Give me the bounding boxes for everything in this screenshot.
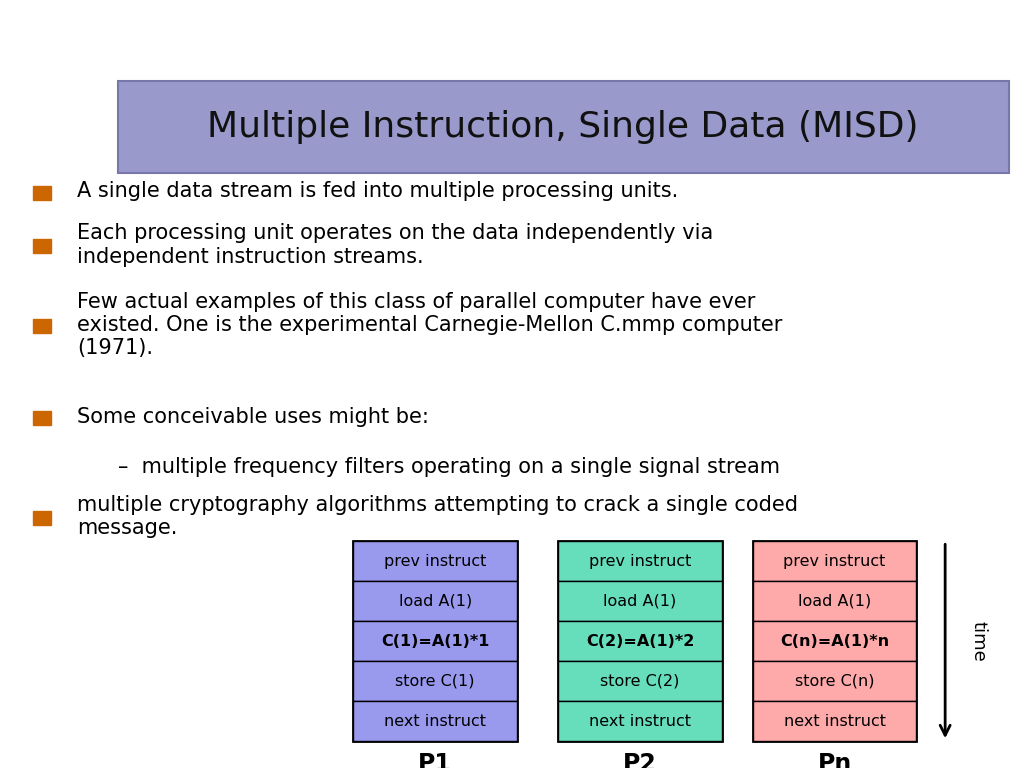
Text: C(n)=A(1)*n: C(n)=A(1)*n [780,634,889,649]
Bar [558,581,722,621]
Text: time: time [970,621,988,662]
Bar [353,541,517,581]
Text: Each processing unit operates on the data independently via
independent instruct: Each processing unit operates on the dat… [77,223,713,266]
Text: store C(n): store C(n) [795,674,874,689]
Bar [753,581,916,621]
Bar [353,541,517,741]
Bar [353,581,517,621]
Text: load A(1): load A(1) [398,594,472,609]
Text: C(2)=A(1)*2: C(2)=A(1)*2 [586,634,694,649]
Text: P1: P1 [419,752,452,768]
Bar [753,701,916,741]
Bar [33,240,51,253]
Text: –  multiple frequency filters operating on a single signal stream: – multiple frequency filters operating o… [118,457,779,477]
Text: Pn: Pn [817,752,852,768]
Bar [753,621,916,661]
Text: A single data stream is fed into multiple processing units.: A single data stream is fed into multipl… [77,181,678,201]
Bar [558,621,722,661]
Text: next instruct: next instruct [384,713,486,729]
Bar [33,511,51,525]
FancyBboxPatch shape [118,81,1009,173]
Bar [353,621,517,661]
Text: store C(2): store C(2) [600,674,680,689]
Text: next instruct: next instruct [589,713,691,729]
Bar [558,701,722,741]
Text: load A(1): load A(1) [603,594,677,609]
Text: Few actual examples of this class of parallel computer have ever
existed. One is: Few actual examples of this class of par… [77,292,782,358]
Bar [753,661,916,701]
Bar [33,319,51,333]
Bar [353,701,517,741]
Bar [33,186,51,200]
Bar [753,541,916,581]
Text: prev instruct: prev instruct [589,554,691,569]
Text: Multiple Instruction, Single Data (MISD): Multiple Instruction, Single Data (MISD) [208,110,919,144]
Bar [558,541,722,741]
Bar [353,661,517,701]
Text: C(1)=A(1)*1: C(1)=A(1)*1 [381,634,489,649]
Text: P2: P2 [624,752,656,768]
Bar [753,541,916,741]
Text: next instruct: next instruct [783,713,886,729]
Bar [558,661,722,701]
Text: prev instruct: prev instruct [384,554,486,569]
Text: store C(1): store C(1) [395,674,475,689]
Text: prev instruct: prev instruct [783,554,886,569]
Bar [558,541,722,581]
Text: load A(1): load A(1) [798,594,871,609]
Bar [33,412,51,425]
Text: multiple cryptography algorithms attempting to crack a single coded
message.: multiple cryptography algorithms attempt… [77,495,798,538]
Text: Some conceivable uses might be:: Some conceivable uses might be: [77,407,429,427]
